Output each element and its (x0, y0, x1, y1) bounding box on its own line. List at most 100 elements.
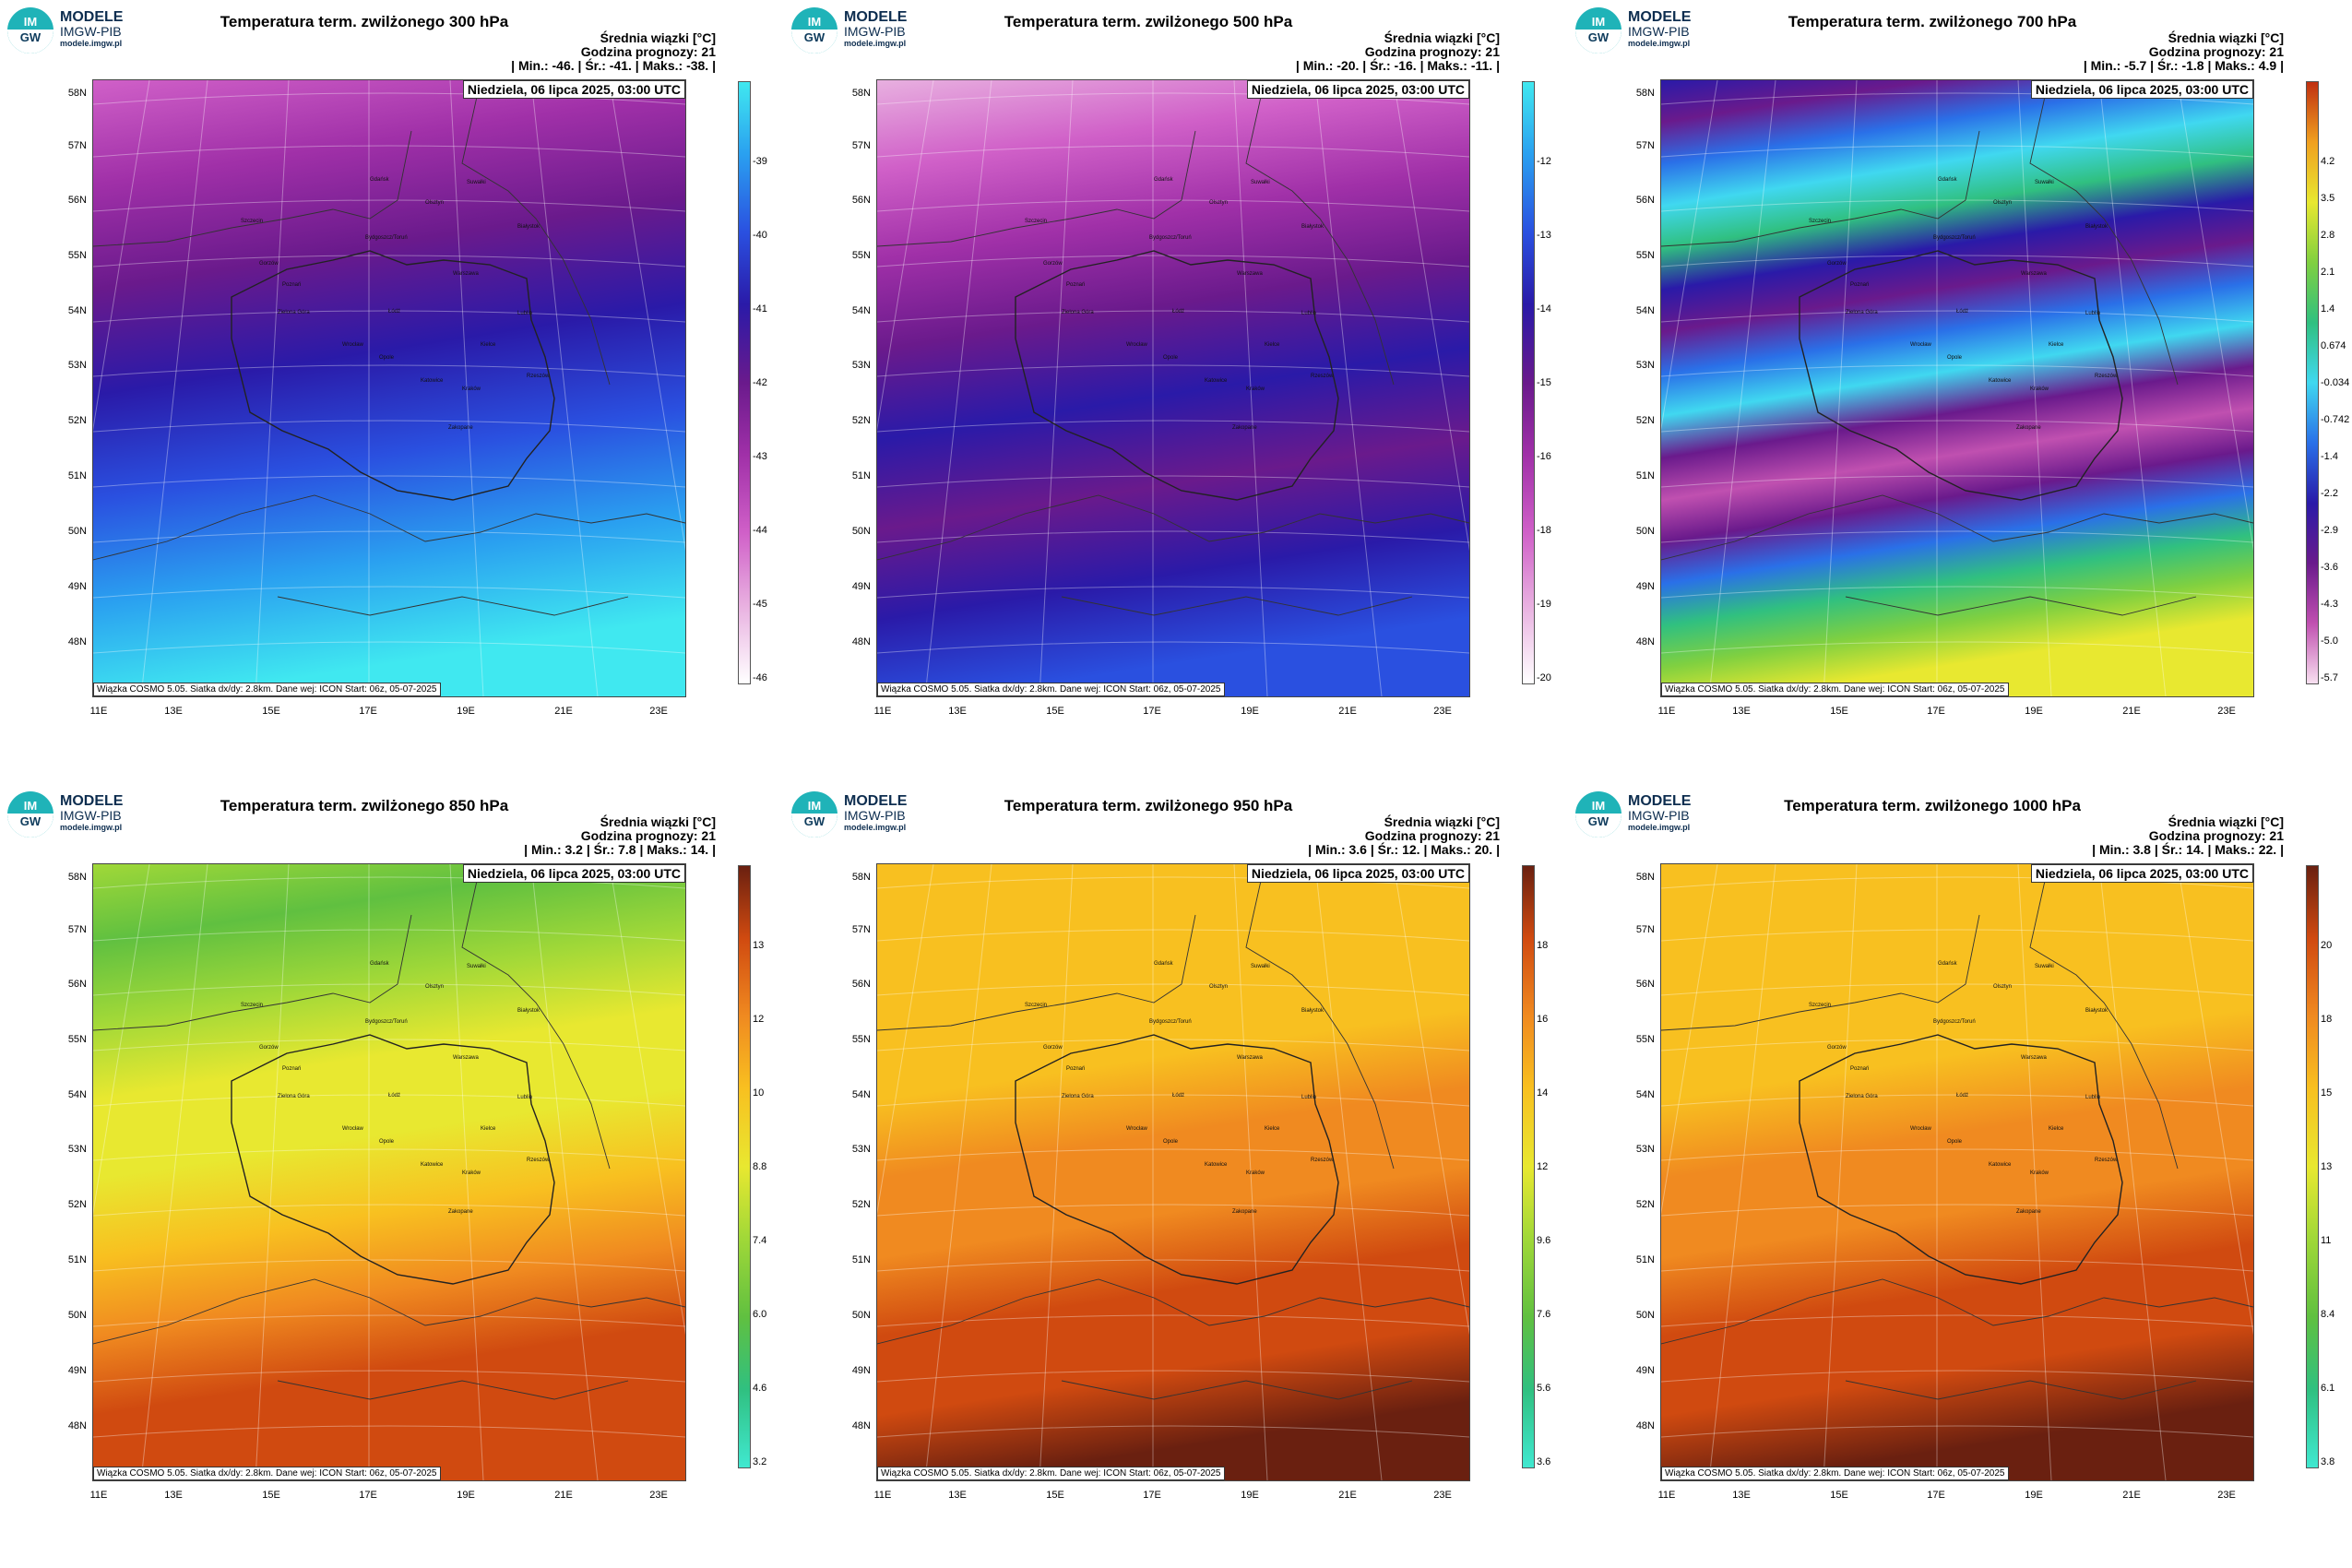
lon-label: 17E (1927, 706, 1945, 717)
lat-label: 48N (67, 1420, 87, 1431)
lon-label: 15E (1830, 706, 1848, 717)
city-label: Opole (1947, 1139, 1963, 1145)
lat-label: 55N (67, 250, 87, 261)
lon-label: 19E (2025, 706, 2043, 717)
city-label: Lublin (517, 1095, 533, 1100)
lon-label: 13E (1732, 706, 1751, 717)
city-label: Poznań (282, 1066, 302, 1072)
logo-top-text: IM (23, 15, 38, 29)
city-label: Suwałki (2035, 180, 2054, 185)
lat-label: 54N (67, 305, 87, 316)
city-label: Lublin (1301, 311, 1317, 316)
logo-top-text: IM (807, 799, 822, 813)
model-footer: Wiązka COSMO 5.05. Siatka dx/dy: 2.8km. … (1661, 683, 2009, 696)
stats-values: | Min.: 3.2 | Śr.: 7.8 | Maks.: 14. | (524, 842, 716, 857)
colorbar (738, 865, 751, 1468)
lat-label: 58N (67, 872, 87, 883)
temperature-field (1661, 80, 2253, 696)
stats-label: Średnia wiązki [°C] (1384, 814, 1500, 829)
date-box: Niedziela, 06 lipca 2025, 03:00 UTC (2030, 864, 2253, 883)
colorbar-tick: -12 (1537, 156, 1551, 167)
stats-box: Średnia wiązki [°C] Godzina prognozy: 21 |… (511, 31, 716, 73)
lat-label: 50N (851, 526, 871, 537)
city-label: Szczecin (241, 1003, 264, 1008)
imgw-logo-icon: IM GW (791, 7, 837, 53)
colorbar (1522, 865, 1535, 1468)
colorbar-tick: -3.6 (2321, 562, 2338, 573)
lon-label: 13E (164, 706, 183, 717)
forecast-hour: Godzina prognozy: 21 (2148, 828, 2284, 843)
org-name: IMGW-PIB (1628, 24, 1690, 39)
lat-label: 50N (1635, 1310, 1655, 1321)
city-label: Zielona Góra (1062, 1094, 1094, 1099)
city-label: Kraków (1246, 386, 1265, 392)
city-label: Wrocław (1910, 342, 1931, 348)
map-panel-1: IM GW MODELE IMGW-PIB modele.imgw.pl Temperat… (0, 0, 784, 784)
city-label: Łódź (1956, 1093, 1969, 1099)
city-label: Rzeszów (1311, 374, 1334, 379)
map-title: Temperatura term. zwilżonego 700 hPa (1788, 13, 2077, 30)
lat-label: 51N (1635, 1254, 1655, 1265)
org-name: IMGW-PIB (60, 808, 122, 823)
forecast-hour: Godzina prognozy: 21 (1364, 44, 1500, 59)
city-label: Olsztyn (1993, 984, 2013, 990)
logo-text: MODELE IMGW-PIB modele.imgw.pl (844, 9, 907, 49)
map-title: Temperatura term. zwilżonego 500 hPa (1004, 13, 1293, 30)
stats-label: Średnia wiązki [°C] (2168, 814, 2284, 829)
city-label: Szczecin (1025, 1003, 1048, 1008)
colorbar-tick: 2.8 (2321, 230, 2335, 241)
lat-label: 57N (1635, 140, 1655, 151)
map-panel-6: IM GW MODELE IMGW-PIB modele.imgw.pl Temperat… (1568, 784, 2352, 1568)
lat-label: 57N (851, 140, 871, 151)
city-label: Wrocław (342, 342, 363, 348)
lat-label: 48N (851, 1420, 871, 1431)
city-label: Zielona Góra (1062, 310, 1094, 315)
city-label: Zakopane (2016, 425, 2041, 431)
org-name: IMGW-PIB (844, 24, 906, 39)
lon-label: 19E (1241, 706, 1259, 717)
lat-label: 50N (851, 1310, 871, 1321)
colorbar-tick: 14 (1537, 1087, 1549, 1099)
stats-label: Średnia wiązki [°C] (600, 814, 716, 829)
city-label: Kielce (1265, 342, 1280, 348)
city-label: Białystok (517, 1008, 540, 1014)
logo-bottom-text: GW (791, 814, 837, 837)
colorbar-tick: 4.2 (2321, 156, 2335, 167)
temperature-field (1661, 864, 2253, 1480)
logo-text: MODELE IMGW-PIB modele.imgw.pl (60, 9, 123, 49)
imgw-logo: IM GW MODELE IMGW-PIB modele.imgw.pl (791, 791, 930, 837)
lat-label: 56N (1635, 979, 1655, 990)
colorbar-tick: -13 (1537, 230, 1551, 241)
model-footer: Wiązka COSMO 5.05. Siatka dx/dy: 2.8km. … (93, 1467, 441, 1480)
city-label: Kielce (2049, 342, 2064, 348)
lat-label: 53N (67, 1144, 87, 1155)
lat-label: 54N (1635, 305, 1655, 316)
imgw-logo-icon: IM GW (7, 7, 53, 53)
city-label: Szczecin (1809, 219, 1832, 224)
country-border (1015, 250, 1339, 501)
lon-label: 11E (89, 1490, 108, 1501)
city-label: Łódź (388, 1093, 401, 1099)
colorbar-tick: 3.6 (1537, 1456, 1551, 1467)
city-label: Zakopane (448, 425, 473, 431)
lat-label: 48N (1635, 1420, 1655, 1431)
org-name: IMGW-PIB (844, 808, 906, 823)
colorbar (1522, 81, 1535, 684)
city-label: Kraków (462, 1170, 481, 1176)
city-label: Gorzów (1043, 1045, 1063, 1051)
city-label: Gdańsk (1154, 177, 1173, 183)
lat-label: 53N (851, 360, 871, 371)
city-label: Kielce (481, 342, 496, 348)
date-box: Niedziela, 06 lipca 2025, 03:00 UTC (1246, 80, 1469, 99)
colorbar-tick: 10 (753, 1087, 765, 1099)
map-title: Temperatura term. zwilżonego 300 hPa (220, 13, 509, 30)
model-footer: Wiązka COSMO 5.05. Siatka dx/dy: 2.8km. … (877, 1467, 1225, 1480)
logo-text: MODELE IMGW-PIB modele.imgw.pl (844, 793, 907, 833)
colorbar-tick: 18 (2321, 1014, 2333, 1025)
colorbar-tick: -39 (753, 156, 767, 167)
stats-box: Średnia wiązki [°C] Godzina prognozy: 21 |… (524, 815, 716, 857)
lon-label: 23E (1433, 706, 1452, 717)
logo-text: MODELE IMGW-PIB modele.imgw.pl (1628, 793, 1691, 833)
site-url: modele.imgw.pl (60, 823, 123, 832)
lon-label: 23E (649, 706, 668, 717)
